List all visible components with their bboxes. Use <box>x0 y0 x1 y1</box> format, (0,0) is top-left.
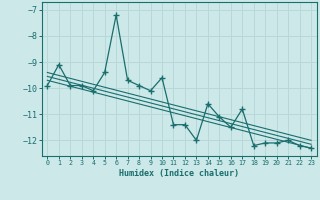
X-axis label: Humidex (Indice chaleur): Humidex (Indice chaleur) <box>119 169 239 178</box>
